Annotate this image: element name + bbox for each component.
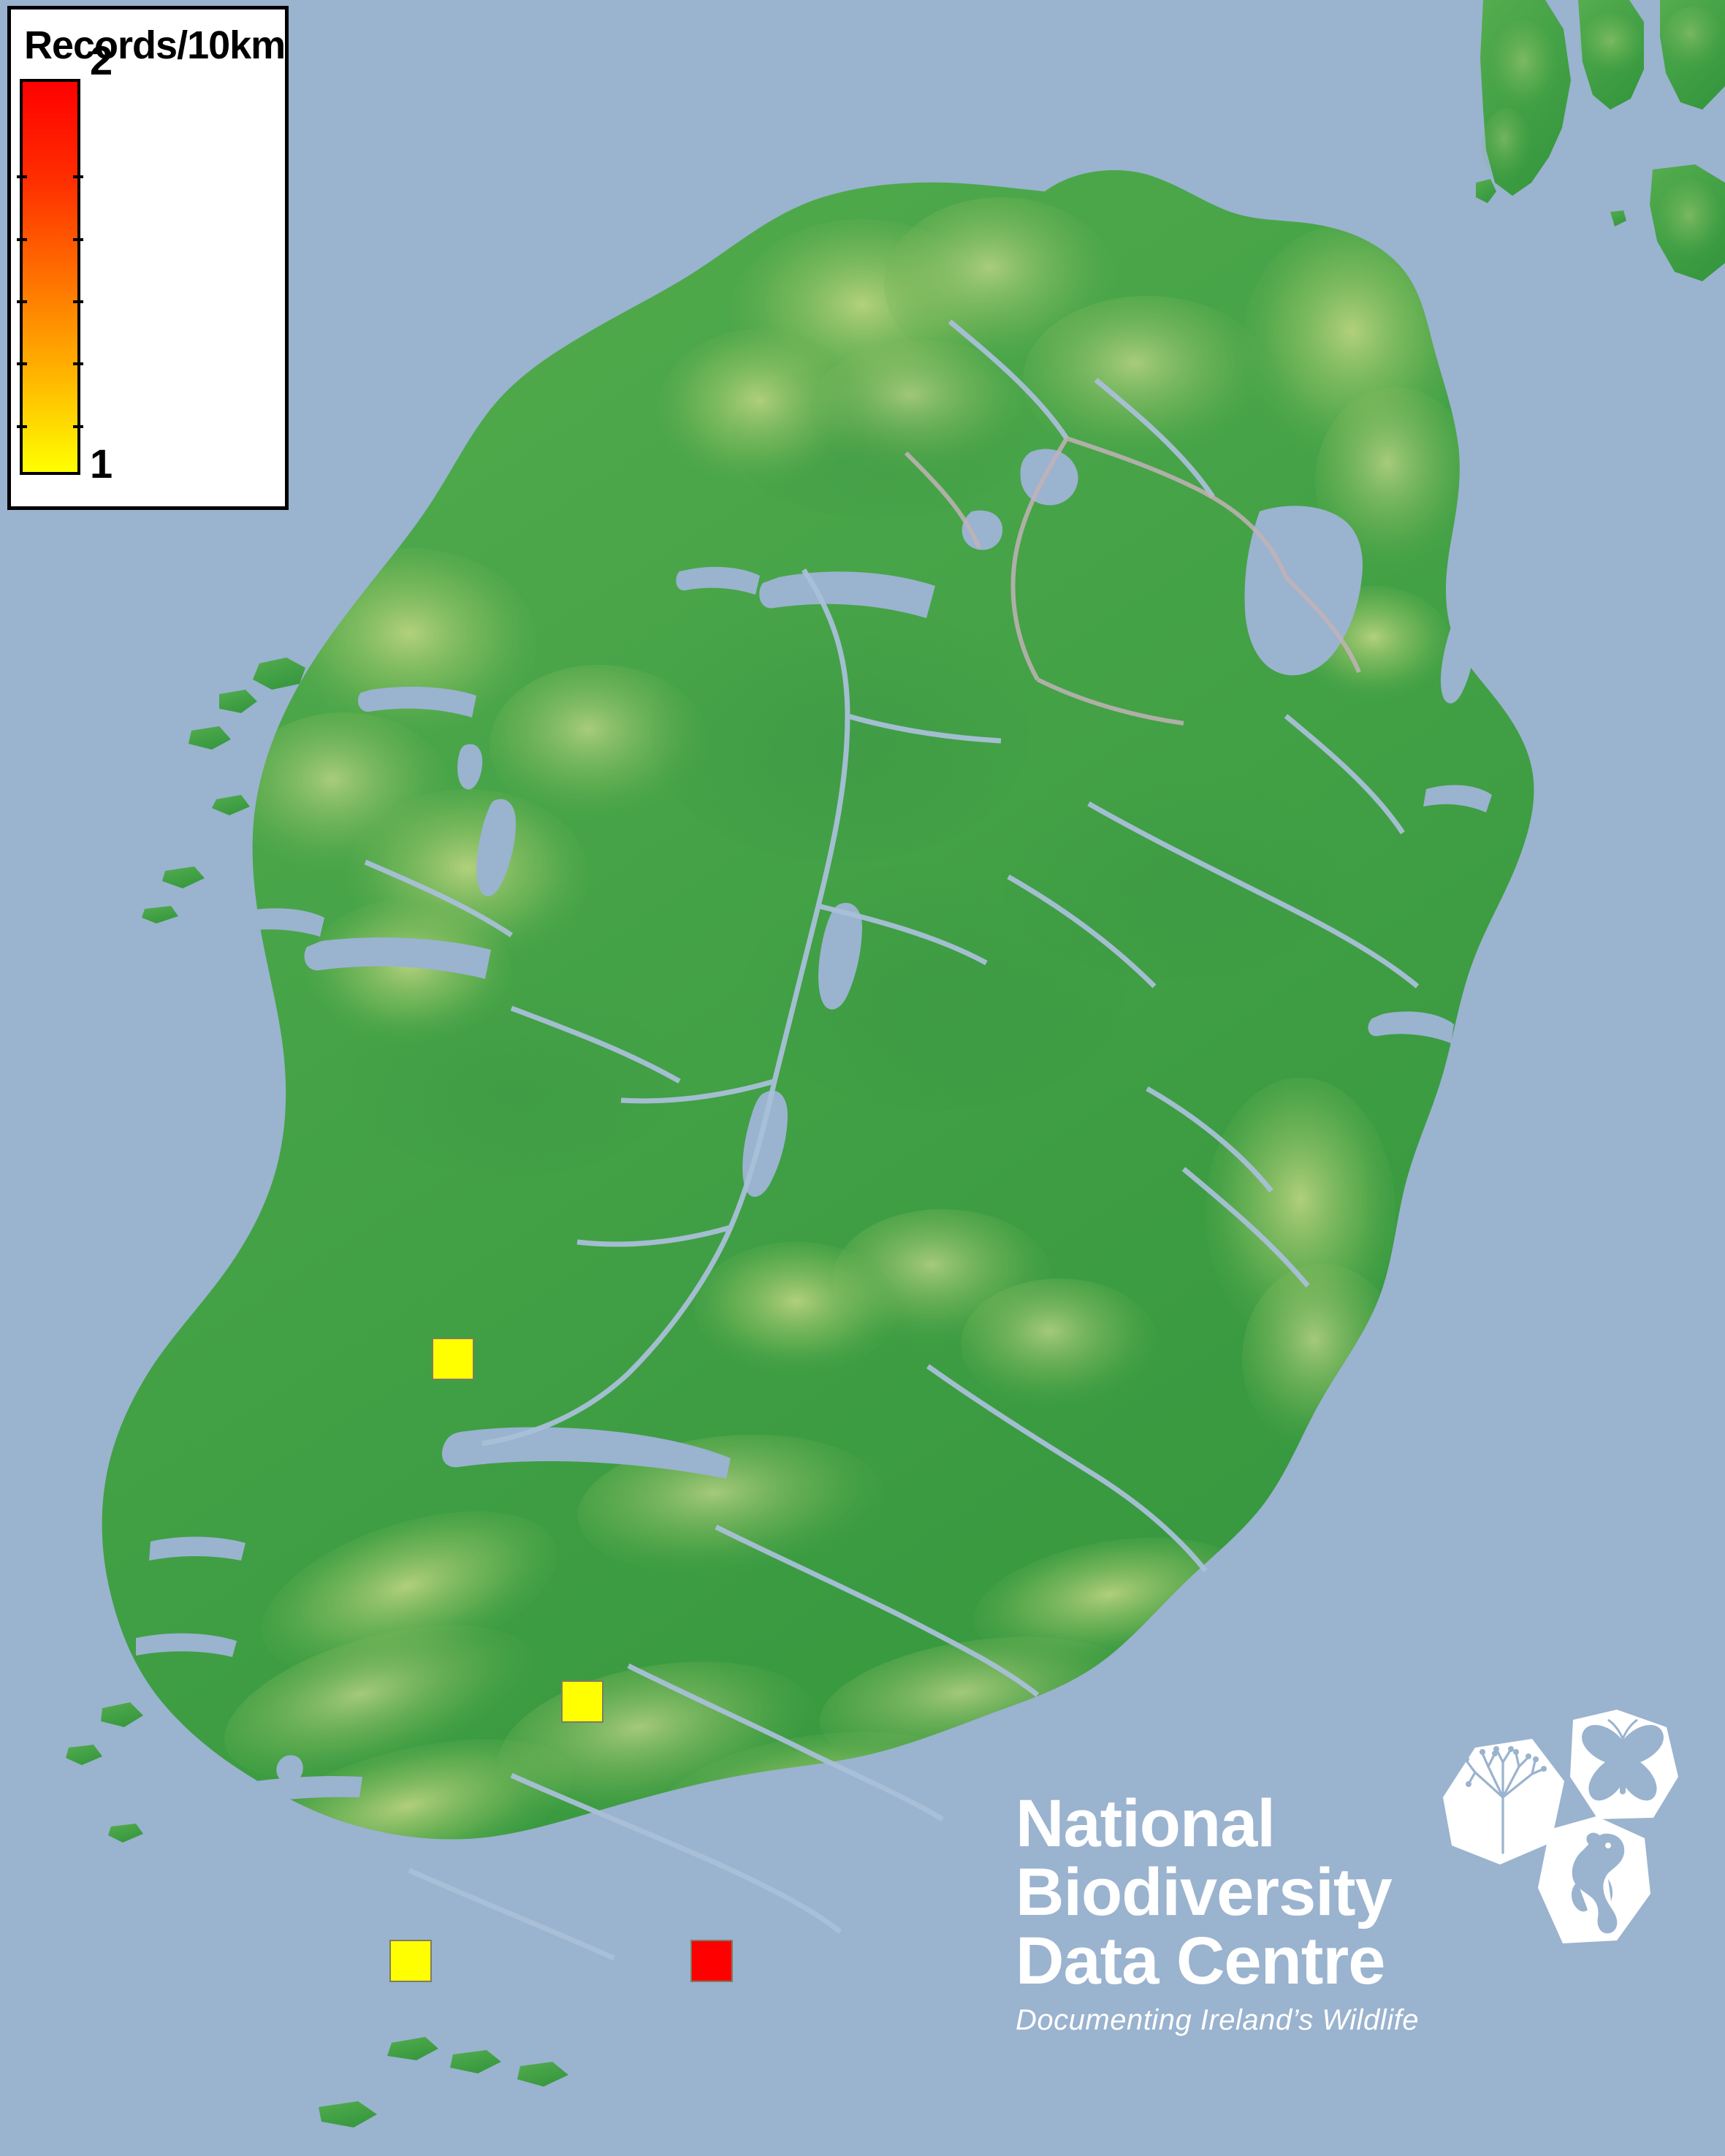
coastal-detail	[136, 785, 1492, 1657]
colorbar-tick	[17, 237, 27, 241]
record-square-west-cork[interactable]	[389, 1940, 432, 1982]
river-network	[364, 319, 1420, 1961]
colorbar-tick	[17, 424, 27, 428]
ireland-mainland	[102, 169, 1534, 2023]
colorbar-tick	[73, 237, 83, 241]
legend-panel: Records/10km 2 1	[7, 6, 289, 510]
offshore-islands	[66, 658, 568, 2128]
record-square-west-clare[interactable]	[432, 1338, 474, 1380]
butterfly-hexagon-icon	[1570, 1710, 1678, 1819]
logo-line-3: Data Centre	[1016, 1923, 1385, 1998]
logo-wordmark: National Biodiversity Data Centre Docume…	[1016, 1786, 1419, 2037]
legend-title: Records/10km	[24, 23, 286, 67]
logo-tagline: Documenting Ireland’s Wildlife	[1016, 2004, 1419, 2037]
plant-hexagon-icon	[1443, 1739, 1564, 1864]
colorbar-tick	[73, 175, 83, 179]
colorbar-tick	[17, 362, 27, 366]
colorbar-tick	[73, 300, 83, 304]
nbdc-logo: National Biodiversity Data Centre Docume…	[1016, 1710, 1695, 2133]
record-square-south-cork[interactable]	[690, 1940, 733, 1982]
legend-min-label: 1	[90, 441, 113, 487]
colorbar-tick	[17, 175, 27, 179]
scotland-relief	[1482, 7, 1724, 259]
record-square-north-cork[interactable]	[561, 1680, 603, 1723]
legend-colorbar	[17, 79, 83, 475]
logo-line-2: Biodiversity	[1016, 1854, 1393, 1930]
legend-max-label: 2	[90, 37, 113, 83]
logo-hexagon-icons	[1443, 1710, 1678, 1943]
colorbar-tick	[73, 362, 83, 366]
seahorse-hexagon-icon	[1538, 1816, 1650, 1943]
logo-line-1: National	[1016, 1786, 1276, 1861]
colorbar-tick	[17, 300, 27, 304]
administrative-boundaries	[904, 436, 1361, 725]
colorbar-tick	[73, 424, 83, 428]
inland-waterbodies	[185, 449, 1478, 2023]
